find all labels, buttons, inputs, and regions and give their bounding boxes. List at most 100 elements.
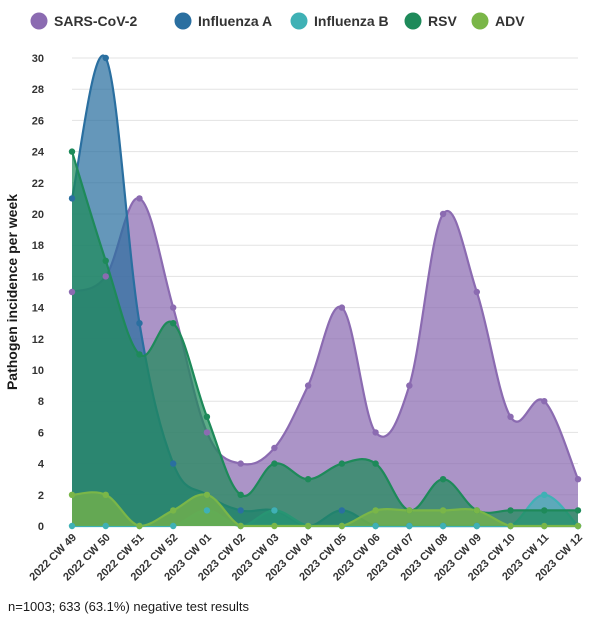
area-rsv (72, 151, 578, 526)
point-influenza-b (170, 522, 177, 530)
y-tick-label: 24 (32, 147, 45, 159)
point-influenza-b (473, 522, 480, 530)
point-adv (541, 522, 548, 530)
y-tick-label: 10 (32, 365, 44, 377)
y-tick-label: 2 (38, 490, 44, 502)
point-influenza-b (541, 491, 548, 498)
area-adv (72, 492, 578, 526)
legend-label: RSV (428, 13, 457, 29)
legend-item-influenza-a: Influenza A (174, 12, 272, 30)
point-sars-cov-2 (439, 210, 447, 218)
point-sars-cov-2 (473, 288, 480, 296)
point-rsv (541, 507, 548, 514)
legend-label: Influenza B (314, 13, 389, 29)
point-rsv (136, 351, 143, 358)
point-influenza-a (170, 460, 177, 467)
y-tick-label: 4 (38, 459, 45, 471)
legend-item-rsv: RSV (404, 12, 457, 30)
legend-swatch (404, 12, 422, 30)
point-influenza-b (271, 507, 278, 514)
y-tick-label: 12 (32, 334, 44, 346)
point-sars-cov-2 (237, 460, 244, 467)
point-rsv (237, 491, 244, 498)
point-sars-cov-2 (574, 476, 582, 483)
y-tick-label: 6 (38, 427, 44, 439)
point-rsv (68, 148, 76, 155)
y-tick-label: 20 (32, 209, 44, 221)
point-influenza-b (68, 522, 76, 530)
point-influenza-a (136, 320, 143, 327)
point-influenza-b (102, 522, 109, 530)
y-tick-label: 26 (32, 115, 44, 127)
legend-label: SARS-CoV-2 (54, 13, 137, 29)
point-adv (439, 507, 447, 514)
y-tick-label: 16 (32, 271, 44, 283)
point-sars-cov-2 (304, 382, 312, 389)
point-sars-cov-2 (372, 429, 379, 436)
y-tick-label: 14 (32, 303, 45, 315)
point-rsv (439, 476, 447, 483)
y-tick-label: 8 (38, 396, 44, 408)
y-tick-label: 30 (32, 53, 44, 65)
point-adv (102, 491, 109, 498)
line-adv (71, 491, 578, 528)
point-influenza-b (372, 522, 379, 530)
point-adv (574, 522, 582, 530)
point-sars-cov-2 (102, 273, 109, 280)
point-adv (406, 507, 413, 514)
point-adv (507, 522, 514, 530)
legend-item-influenza-b: Influenza B (290, 12, 389, 30)
point-sars-cov-2 (406, 382, 413, 389)
point-sars-cov-2 (136, 195, 143, 202)
point-rsv (102, 257, 109, 264)
point-sars-cov-2 (170, 304, 177, 311)
point-adv (338, 522, 346, 530)
point-adv (136, 522, 143, 530)
point-rsv (203, 413, 211, 420)
legend-swatch (30, 12, 48, 30)
point-adv (203, 491, 211, 498)
point-adv (68, 491, 76, 498)
point-adv (271, 522, 278, 530)
point-influenza-b (203, 507, 211, 514)
point-rsv (170, 320, 177, 327)
y-tick-label: 28 (32, 84, 44, 96)
series-areas (70, 54, 580, 528)
legend-item-sars-cov-2: SARS-CoV-2 (30, 12, 137, 30)
point-adv (170, 507, 177, 514)
point-sars-cov-2 (203, 429, 211, 436)
point-adv (237, 522, 244, 530)
point-rsv (271, 460, 278, 467)
point-adv (372, 507, 379, 514)
point-influenza-b (406, 522, 413, 530)
point-influenza-a (237, 507, 244, 514)
point-influenza-a (338, 507, 346, 514)
point-influenza-a (68, 195, 76, 202)
point-rsv (338, 460, 346, 467)
legend-label: Influenza A (198, 13, 272, 29)
point-sars-cov-2 (68, 288, 76, 296)
point-sars-cov-2 (541, 398, 548, 405)
sample-note: n=1003; 633 (63.1%) negative test result… (8, 599, 250, 614)
point-rsv (507, 507, 514, 514)
legend: SARS-CoV-2 Influenza A Influenza B RSV ADV (30, 12, 525, 30)
legend-swatch (471, 12, 489, 30)
y-tick-label: 18 (32, 240, 44, 252)
point-sars-cov-2 (507, 413, 514, 420)
legend-label: ADV (495, 13, 525, 29)
point-rsv (574, 507, 582, 514)
legend-swatch (174, 12, 192, 30)
y-tick-label: 22 (32, 178, 44, 190)
point-rsv (304, 476, 312, 483)
y-axis-title: Pathogen incidence per week (4, 194, 20, 390)
point-sars-cov-2 (338, 304, 346, 311)
point-rsv (372, 460, 379, 467)
point-sars-cov-2 (271, 444, 278, 452)
point-adv (304, 522, 312, 530)
point-influenza-a (102, 54, 109, 62)
series-points (68, 54, 582, 530)
point-influenza-b (439, 522, 447, 530)
